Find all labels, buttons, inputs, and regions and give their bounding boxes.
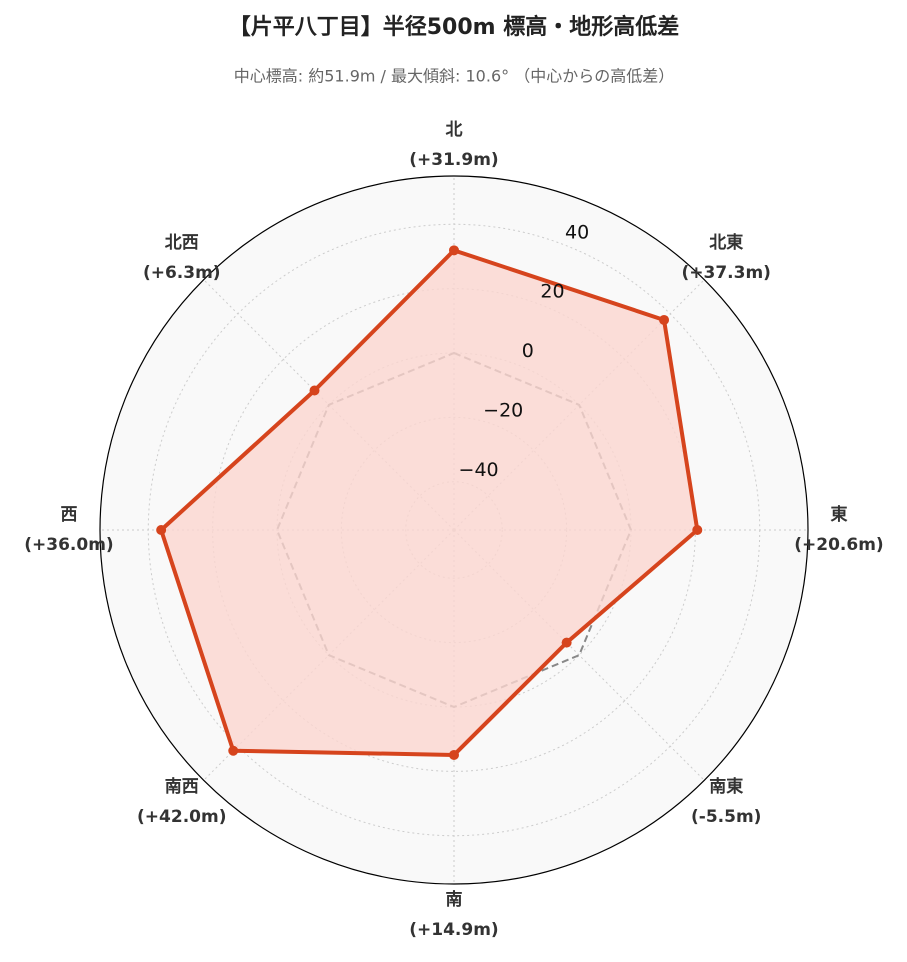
radar-point <box>449 749 459 760</box>
radar-point <box>659 314 670 325</box>
radar-point <box>156 525 167 535</box>
y-tick-label: −40 <box>459 459 499 481</box>
y-tick-label: 0 <box>522 340 534 362</box>
category-label: 南 <box>446 889 463 910</box>
category-label: 東 <box>831 504 848 525</box>
value-label: (+31.9m) <box>409 150 498 170</box>
y-tick-label: −20 <box>483 400 523 422</box>
radar-point <box>561 637 572 648</box>
chart-subtitle: 中心標高: 約51.9m / 最大傾斜: 10.6° （中心からの高低差） <box>234 67 674 86</box>
radar-point <box>449 245 459 256</box>
value-label: (+20.6m) <box>794 535 883 555</box>
y-tick-label: 20 <box>540 281 564 303</box>
chart-title: 【片平八丁目】半径500m 標高・地形高低差 <box>229 14 680 40</box>
radar-point <box>692 525 703 535</box>
value-label: (+14.9m) <box>409 920 498 940</box>
category-label: 北 <box>446 120 463 140</box>
spoke <box>453 529 705 781</box>
y-tick-label: 40 <box>565 221 589 243</box>
radar-point <box>228 745 239 756</box>
value-label: (-5.5m) <box>691 807 761 827</box>
radar-point <box>309 385 320 396</box>
value-label: (+6.3m) <box>143 263 221 283</box>
value-label: (+42.0m) <box>137 807 226 827</box>
plot-border <box>99 175 809 885</box>
category-label: 北東 <box>709 232 743 253</box>
category-label: 南西 <box>165 776 199 797</box>
value-label: (+36.0m) <box>24 535 113 555</box>
category-label: 南東 <box>709 776 743 797</box>
value-label: (+37.3m) <box>682 263 771 283</box>
category-label: 北西 <box>165 233 199 253</box>
category-label: 西 <box>61 505 78 525</box>
